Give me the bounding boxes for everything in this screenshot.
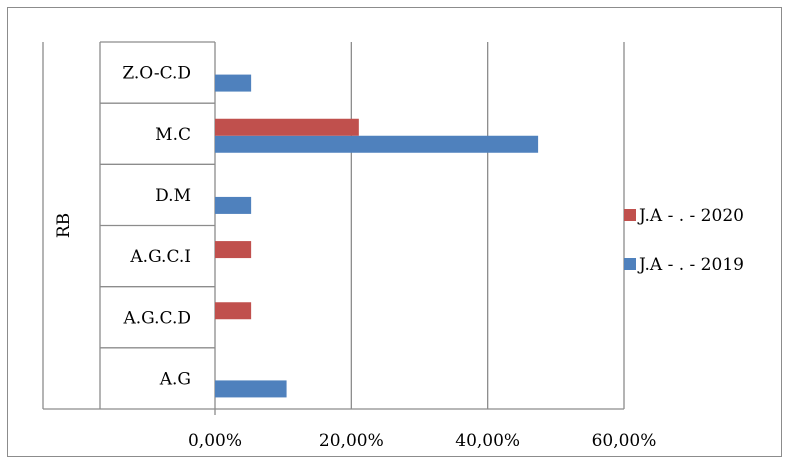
legend-label-1: J.A - . - 2019 <box>637 255 744 275</box>
bars <box>215 74 539 398</box>
bar-s2019-zocd <box>215 74 252 92</box>
bar-s2020-agcd <box>215 302 252 320</box>
legend-label-0: J.A - . - 2020 <box>637 206 744 226</box>
x-tick-label-3: 60,00% <box>592 431 657 451</box>
chart-frame <box>7 7 782 457</box>
category-label-0: A.G <box>159 369 191 389</box>
category-label-3: D.M <box>155 186 191 206</box>
category-label-4: M.C <box>155 125 191 145</box>
bar-s2019-mc <box>215 135 539 153</box>
category-label-5: Z.O-C.D <box>122 64 191 84</box>
labels: 0,00% 20,00% 40,00% 60,00% A.G A.G.C.D A.G.C.I… <box>122 64 656 451</box>
category-label-1: A.G.C.D <box>123 308 192 328</box>
x-tick-label-0: 0,00% <box>188 431 242 451</box>
axes <box>42 41 624 415</box>
bar-s2019-dm <box>215 196 252 214</box>
bar-s2020-agci <box>215 241 252 259</box>
legend: J.A - . - 2020 J.A - . - 2019 <box>624 206 744 275</box>
y-axis-title: RB <box>54 213 74 238</box>
gridlines <box>350 42 625 409</box>
category-label-2: A.G.C.I <box>129 247 191 267</box>
bar-s2019-ag <box>215 380 287 398</box>
legend-swatch-1 <box>624 258 636 270</box>
x-tick-label-2: 40,00% <box>455 431 520 451</box>
bar-s2020-mc <box>215 118 359 136</box>
x-tick-label-1: 20,00% <box>319 431 384 451</box>
legend-swatch-0 <box>624 209 636 221</box>
